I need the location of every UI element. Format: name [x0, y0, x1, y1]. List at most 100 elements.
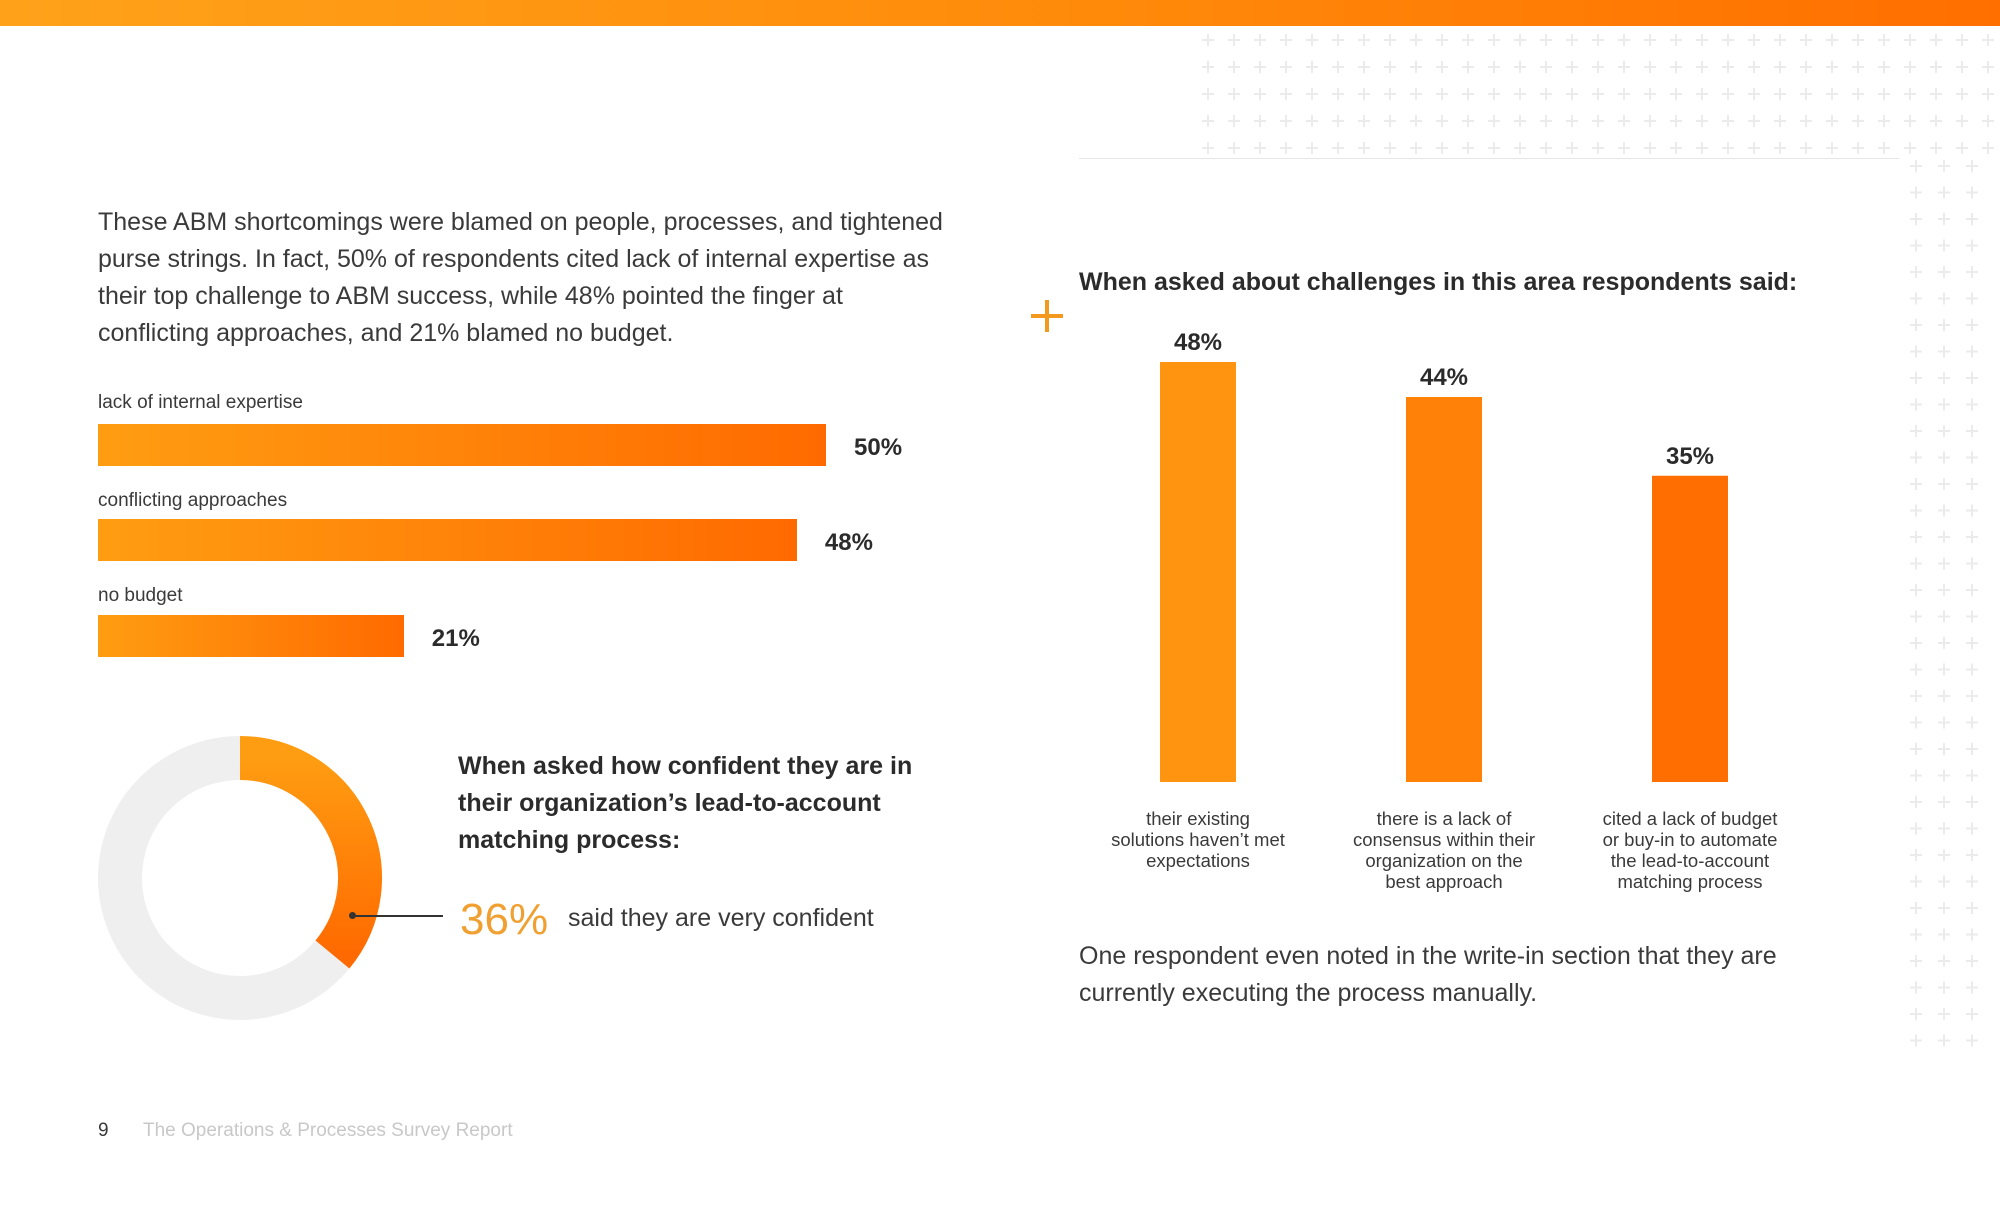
pattern-plus	[1592, 34, 1604, 46]
pattern-plus	[1930, 142, 1942, 154]
confidence-donut-chart	[96, 734, 384, 1022]
pattern-plus	[1696, 61, 1708, 73]
pattern-plus	[1938, 239, 1950, 252]
pattern-plus	[1938, 1034, 1950, 1047]
pattern-plus	[1910, 610, 1922, 623]
pattern-plus	[1748, 142, 1760, 154]
pattern-plus	[1202, 34, 1214, 46]
pattern-plus	[1966, 637, 1978, 649]
pattern-plus	[1254, 34, 1266, 46]
pattern-plus	[1280, 142, 1292, 154]
pattern-plus	[1254, 142, 1266, 154]
pattern-plus	[1592, 61, 1604, 73]
pattern-plus	[1410, 34, 1422, 46]
pattern-plus	[1618, 115, 1630, 127]
pattern-plus	[1436, 34, 1448, 46]
hbar-category-label: no budget	[98, 585, 183, 606]
pattern-plus	[1910, 186, 1922, 199]
pattern-plus	[1358, 88, 1370, 100]
pattern-plus	[1910, 822, 1922, 835]
pattern-plus	[1670, 61, 1682, 73]
pattern-plus	[1966, 849, 1978, 861]
vbar-category-line: cited a lack of budget	[1602, 808, 1778, 829]
hbar-value-label: 48%	[824, 529, 873, 556]
pattern-plus	[1938, 319, 1950, 331]
pattern-plus	[1910, 769, 1922, 782]
pattern-plus	[1566, 142, 1578, 154]
pattern-plus	[1930, 34, 1942, 46]
pattern-plus	[1938, 690, 1950, 702]
pattern-plus	[1966, 716, 1978, 729]
pattern-plus	[1644, 61, 1656, 73]
pattern-plus	[1938, 663, 1950, 676]
vbar-category-line: their existing	[1146, 808, 1250, 829]
pattern-plus	[1956, 88, 1968, 100]
pattern-plus	[1910, 584, 1922, 596]
pattern-plus	[1910, 213, 1922, 225]
pattern-plus	[1566, 115, 1578, 127]
pattern-plus	[1966, 769, 1978, 782]
pattern-plus	[1488, 142, 1500, 154]
pattern-plus	[1670, 34, 1682, 46]
pattern-plus	[1774, 61, 1786, 73]
pattern-plus	[1332, 142, 1344, 154]
pattern-plus	[1280, 34, 1292, 46]
pattern-plus	[1910, 319, 1922, 331]
vertical-bar-chart: 48% 44% 35% their existing solutions haven’…	[1079, 320, 1839, 900]
pattern-plus	[1696, 88, 1708, 100]
pattern-plus	[1966, 663, 1978, 676]
pattern-plus	[1938, 451, 1950, 464]
pattern-plus	[1982, 61, 1994, 73]
pattern-plus	[1910, 345, 1922, 358]
pattern-plus	[1358, 115, 1370, 127]
pattern-plus	[1966, 425, 1978, 437]
pattern-plus	[1966, 531, 1978, 543]
pattern-plus	[1910, 266, 1922, 278]
pattern-plus	[1488, 115, 1500, 127]
pattern-plus	[1540, 115, 1552, 127]
pattern-plus	[1436, 88, 1448, 100]
pattern-plus	[1910, 663, 1922, 676]
pattern-plus	[1904, 88, 1916, 100]
pattern-plus	[1306, 88, 1318, 100]
pattern-plus	[1938, 425, 1950, 437]
pattern-plus	[1956, 34, 1968, 46]
pattern-plus	[1514, 142, 1526, 154]
pattern-plus	[1410, 88, 1422, 100]
pattern-plus	[1800, 142, 1812, 154]
section-divider	[1079, 158, 1899, 159]
pattern-plus	[1254, 115, 1266, 127]
pattern-plus	[1228, 115, 1240, 127]
pattern-plus	[1938, 743, 1950, 755]
pattern-plus	[1332, 34, 1344, 46]
pattern-plus	[1878, 34, 1890, 46]
pattern-plus	[1910, 478, 1922, 490]
pattern-plus	[1930, 88, 1942, 100]
pattern-plus	[1618, 88, 1630, 100]
pattern-plus	[1852, 61, 1864, 73]
pattern-plus	[1938, 186, 1950, 199]
pattern-plus	[1910, 239, 1922, 252]
pattern-plus	[1436, 61, 1448, 73]
pattern-plus	[1966, 239, 1978, 252]
pattern-plus	[1488, 34, 1500, 46]
hbar	[98, 424, 826, 466]
pattern-plus	[1566, 88, 1578, 100]
pattern-plus	[1938, 610, 1950, 623]
pattern-plus	[1462, 61, 1474, 73]
pattern-plus	[1540, 142, 1552, 154]
pattern-plus	[1910, 690, 1922, 702]
pattern-plus	[1202, 115, 1214, 127]
pattern-plus	[1826, 115, 1838, 127]
pattern-plus	[1488, 61, 1500, 73]
pattern-plus	[1938, 849, 1950, 861]
pattern-plus	[1644, 34, 1656, 46]
pattern-plus	[1910, 531, 1922, 543]
pattern-plus	[1332, 115, 1344, 127]
pattern-plus	[1878, 88, 1890, 100]
pattern-plus	[1966, 186, 1978, 199]
donut-slice-very-confident	[239, 736, 382, 969]
pattern-plus	[1966, 478, 1978, 490]
pattern-plus	[1930, 115, 1942, 127]
page-number: 9	[98, 1120, 109, 1141]
